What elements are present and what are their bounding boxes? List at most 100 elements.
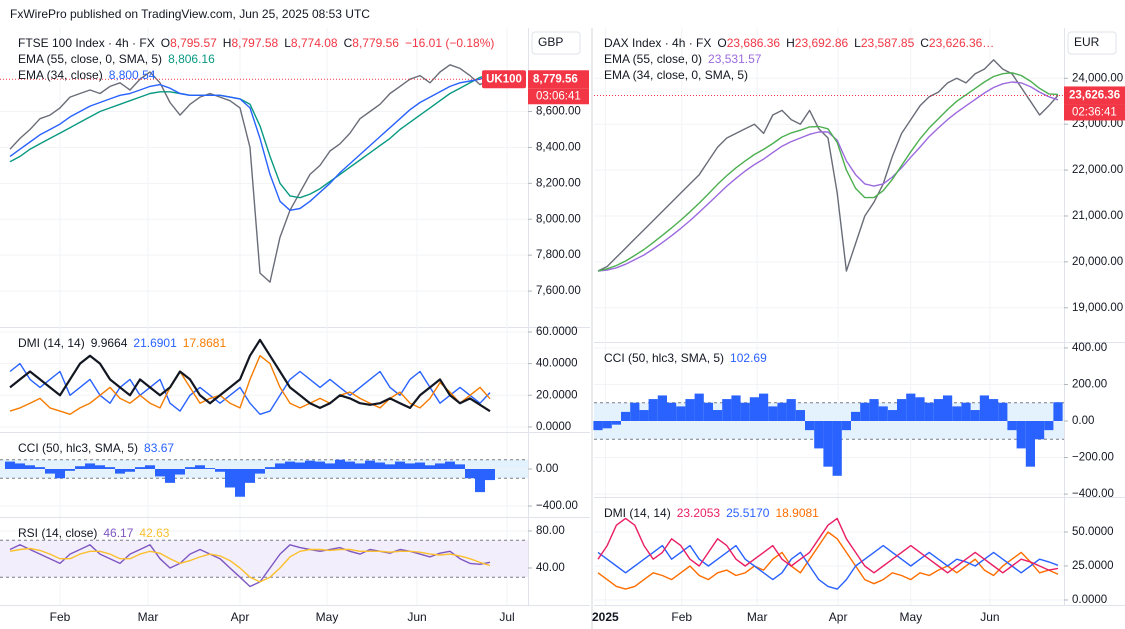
- x-tick-label: Mar: [138, 610, 159, 624]
- y-tick-label: 8,600.00: [536, 106, 581, 118]
- countdown-label: 03:06:41: [536, 90, 581, 102]
- cci-bar: [395, 461, 405, 469]
- y-tick-label: 21,000.00: [1072, 210, 1123, 222]
- legend-text: CCI (50, hlc3, SMA, 5): [18, 441, 138, 455]
- legend-text: 8,806.16: [168, 52, 215, 66]
- legend-text: L: [854, 36, 861, 50]
- last-price-label: 8,779.56: [533, 73, 578, 85]
- x-tick-label: May: [316, 610, 339, 624]
- legend-text: RSI (14, close): [18, 526, 97, 540]
- y-tick-label: 23,000.00: [1072, 118, 1123, 130]
- y-tick-label: 24,000.00: [1072, 72, 1123, 84]
- cci-bar: [65, 468, 75, 471]
- legend-text: 8,797.58: [231, 36, 278, 50]
- cci-bar: [630, 402, 640, 422]
- legend-text: 23,692.86: [795, 36, 849, 50]
- series-line: [597, 531, 1059, 590]
- y-tick-label: −400.00: [1072, 488, 1114, 500]
- publisher-header: FxWirePro published on TradingView.com, …: [10, 7, 370, 21]
- cci-bar: [694, 393, 704, 422]
- legend-text: H: [786, 36, 795, 50]
- legend-text: C: [920, 36, 929, 50]
- x-tick-label: Feb: [671, 610, 692, 624]
- y-tick-label: 8,400.00: [536, 141, 581, 153]
- legend-text: DMI (14, 14): [18, 336, 85, 350]
- cci-bar: [385, 464, 395, 469]
- series-line: [597, 544, 1059, 590]
- cci-bar: [970, 410, 980, 422]
- cci-bar: [1025, 421, 1035, 467]
- currency-box: [531, 31, 581, 55]
- cci-bar: [869, 399, 879, 422]
- cci-bar: [155, 468, 165, 477]
- legend-text: 8,779.56: [352, 36, 399, 50]
- cci-bar: [933, 399, 943, 422]
- legend-text: 17.8681: [183, 336, 227, 350]
- cci-bar: [435, 463, 445, 469]
- cci-bar: [285, 461, 295, 469]
- cci-bar: [475, 468, 485, 493]
- cci-bar: [55, 468, 65, 479]
- y-tick-label: −400.00: [536, 500, 578, 512]
- cci-bar: [235, 468, 245, 497]
- cci-bar: [295, 462, 305, 469]
- legend-text: 23.2053: [677, 506, 721, 520]
- cci-bar: [676, 406, 686, 422]
- cci-bar: [915, 397, 925, 422]
- cci-bar: [961, 402, 971, 422]
- series-line: [9, 74, 491, 211]
- cci-bar: [255, 468, 265, 474]
- cci-bar: [135, 467, 145, 469]
- cci-bar: [215, 468, 225, 472]
- cci-bar: [485, 468, 495, 481]
- y-tick-label: 60.0000: [536, 326, 578, 338]
- cci-bar: [814, 421, 824, 449]
- cci-bar: [205, 468, 215, 469]
- legend-text: 18.9081: [775, 506, 819, 520]
- cci-bar: [685, 399, 695, 422]
- currency-label: GBP: [538, 35, 563, 49]
- legend-text: 21.6901: [133, 336, 177, 350]
- cci-bar: [979, 395, 989, 422]
- cci-bar: [621, 411, 631, 422]
- legend-text: O: [161, 36, 170, 50]
- cci-bar: [860, 402, 870, 422]
- series-line: [9, 338, 491, 413]
- cci-bar: [998, 402, 1008, 422]
- currency-label: EUR: [1074, 35, 1100, 49]
- legend-text: 23,686.36: [727, 36, 781, 50]
- cci-bar: [15, 463, 25, 469]
- y-tick-label: 22,000.00: [1072, 164, 1123, 176]
- symbol-label: UK100: [486, 73, 522, 85]
- y-tick-label: 7,800.00: [536, 249, 581, 261]
- cci-bar: [897, 399, 907, 422]
- y-tick-label: 50.0000: [1072, 526, 1114, 538]
- cci-bar: [703, 402, 713, 422]
- legend-text: EMA (34, close, 0, SMA, 5): [604, 68, 748, 82]
- x-tick-label: May: [899, 610, 922, 624]
- cci-bar: [602, 421, 612, 429]
- y-tick-label: 40.00: [536, 562, 565, 574]
- legend-text: 102.69: [730, 351, 767, 365]
- x-tick-label: Mar: [747, 610, 768, 624]
- y-tick-label: 20.0000: [536, 389, 578, 401]
- cci-bar: [1044, 421, 1054, 431]
- x-tick-label: Feb: [50, 610, 71, 624]
- series-line: [597, 72, 1059, 272]
- cci-bar: [1035, 421, 1045, 440]
- cci-bar: [455, 464, 465, 469]
- y-tick-label: 7,600.00: [536, 285, 581, 297]
- cci-bar: [611, 421, 621, 425]
- cci-bar: [805, 421, 815, 431]
- last-price-box: [528, 70, 589, 89]
- legend-text: C: [344, 36, 353, 50]
- last-price-label: 23,626.36: [1069, 89, 1120, 101]
- cci-bar: [305, 460, 315, 469]
- y-tick-label: 40.0000: [536, 358, 578, 370]
- symbol-box: [482, 70, 526, 89]
- legend-text: FTSE 100 Index · 4h · FX: [18, 36, 155, 50]
- legend-text: 8,795.57: [170, 36, 217, 50]
- cci-bar: [823, 421, 833, 467]
- cci-bar: [355, 463, 365, 469]
